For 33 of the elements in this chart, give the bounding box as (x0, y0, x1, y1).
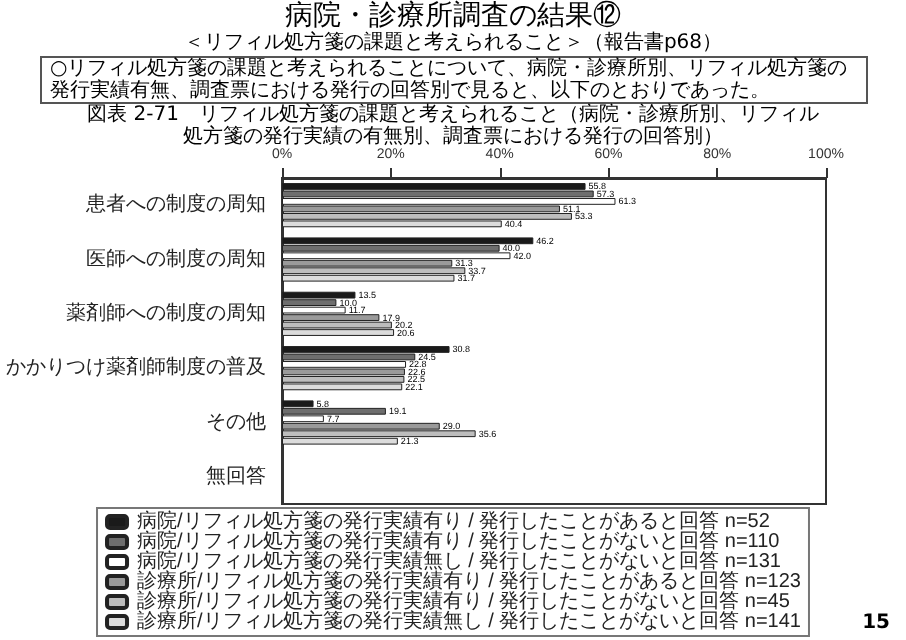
bar (282, 291, 356, 299)
y-tick-label: その他 (206, 409, 266, 434)
bar (282, 430, 476, 438)
legend-label: 病院/リフィル処方箋の発行実績有り / 発行したことがないと回答 n=110 (137, 529, 781, 553)
chart-subtitle: ＜リフィル処方箋の課題と考えられること＞（報告書p68） (181, 32, 725, 54)
bar (282, 361, 407, 368)
y-tick-label: かかりつけ薬剤師制度の普及 (6, 355, 266, 380)
bar (282, 346, 450, 353)
bar (282, 198, 616, 205)
bar (282, 267, 466, 275)
legend-label: 病院/リフィル処方箋の発行実績無し / 発行したことがないと回答 n=131 (137, 549, 782, 573)
legend-label: 診療所/リフィル処方箋の発行実績有り / 発行したことがないと回答 n=45 (137, 589, 791, 613)
bar (282, 183, 586, 190)
bar (282, 368, 405, 376)
bar (282, 237, 534, 245)
legend-label: 病院/リフィル処方箋の発行実績有り / 発行したことがあると回答 n=52 (137, 509, 771, 533)
bar (282, 321, 392, 329)
text: 15 (862, 612, 890, 634)
legend-label: 診療所/リフィル処方箋の発行実績有り / 発行したことがあると回答 n=123 (137, 569, 802, 593)
bar (282, 375, 405, 383)
text: 図表 2-71 リフィル処方箋の課題と考えられること（病院・診療所別、リフィル処方箋の発行実績の有無別、調査票における発行の回答別） (85, 104, 821, 148)
bar (282, 407, 386, 415)
text: ○リフィル処方箋の課題と考えられることについて、病院・診療所別、リフィル処方箋の発行実績有無、調査票における発行の回答別で見ると、以下のとおりであった。 (40, 56, 868, 104)
bar (282, 252, 511, 260)
y-tick-label: 医師への制度の周知 (86, 246, 266, 271)
bar (282, 329, 395, 336)
y-tick-label: 薬剤師への制度の周知 (66, 300, 266, 325)
y-tick-label: 患者への制度の周知 (84, 192, 266, 217)
bar (282, 383, 403, 391)
y-tick-label: 無回答 (206, 463, 266, 488)
chart-title: 病院・診療所調査の結果⑫ (283, 0, 621, 32)
legend-label: 診療所/リフィル処方箋の発行実績無し / 発行したことがないと回答 n=141 (137, 609, 802, 633)
bar (282, 212, 572, 220)
